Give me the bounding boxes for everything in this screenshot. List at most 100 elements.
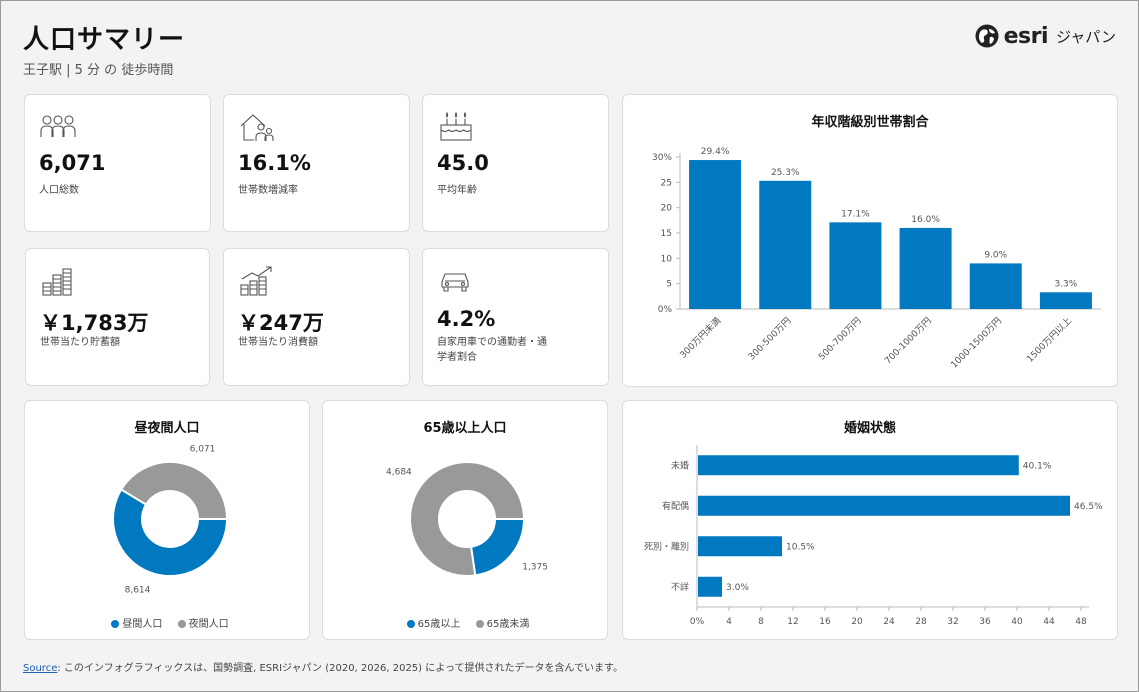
legend-label: 昼間人口 xyxy=(122,619,163,630)
y-tick-label: 0% xyxy=(658,305,673,315)
y-category-label: 死別・離別 xyxy=(644,540,689,552)
kpi-card-population: 6,071 人口総数 xyxy=(24,94,211,232)
x-tick-label: 36 xyxy=(979,617,991,627)
x-tick-label: 1500万円以上 xyxy=(1025,315,1074,364)
source-link[interactable]: Source xyxy=(23,663,58,674)
y-category-label: 有配偶 xyxy=(662,500,689,512)
donut-slice xyxy=(409,461,526,577)
car-icon xyxy=(441,273,469,292)
bar xyxy=(698,455,1019,476)
legend-swatch xyxy=(406,620,415,628)
bar xyxy=(1039,292,1092,309)
slice-value-label: 1,375 xyxy=(522,563,548,573)
bar-value-label: 10.5% xyxy=(786,542,815,552)
bar-value-label: 9.0% xyxy=(984,250,1007,260)
chart-legend: 昼間人口 夜間人口 xyxy=(25,615,309,630)
kpi-label: 世帯数増減率 xyxy=(238,185,298,196)
slice-value-label: 6,071 xyxy=(190,445,216,455)
logo-wordmark: esri xyxy=(1003,23,1049,49)
x-tick-label: 40 xyxy=(1011,617,1023,627)
marital-bar-chart: 0% 4 8 12 16 20 24 28 32 36 40 44 4840.1%未婚46.5%有配偶1… xyxy=(644,445,1103,627)
slice-value-label: 4,684 xyxy=(386,467,412,477)
kpi-label: 世帯当たり貯蓄額 xyxy=(40,337,120,348)
legend-swatch xyxy=(177,620,186,628)
x-tick-label: 48 xyxy=(1075,617,1087,627)
x-tick-label: 500-700万円 xyxy=(816,315,863,362)
bar xyxy=(969,263,1022,309)
y-category-label: 未婚 xyxy=(671,459,689,471)
elderly-chart-card: 65歳以上人口 1,375 4,684 65歳以上 65歳未満 xyxy=(322,400,608,640)
kpi-card-savings: ￥1,783万 世帯当たり貯蓄額 xyxy=(25,248,210,386)
source-footer: Source: このインフォグラフィックスは、国勢調査, ESRIジャパン (2… xyxy=(23,659,623,674)
household-icon xyxy=(240,114,274,141)
x-tick-label: 12 xyxy=(787,617,798,627)
chart-title: 婚姻状態 xyxy=(843,421,896,436)
legend-label: 65歳以上 xyxy=(417,619,461,630)
bar-value-label: 25.3% xyxy=(771,168,800,178)
people-icon xyxy=(40,115,76,137)
kpi-card-household-change: 16.1% 世帯数増減率 xyxy=(223,94,410,232)
y-tick-label: 20 xyxy=(661,204,673,214)
x-tick-label: 32 xyxy=(947,617,958,627)
chart-title: 年収階級別世帯割合 xyxy=(811,115,929,130)
legend-swatch xyxy=(475,620,484,628)
kpi-label: 世帯当たり消費額 xyxy=(238,337,318,348)
x-tick-label: 44 xyxy=(1043,617,1055,627)
donut-slice xyxy=(469,518,526,577)
page-subtitle: 王子駅 | 5 分 の 徒歩時間 xyxy=(23,63,174,78)
x-tick-label: 28 xyxy=(915,617,927,627)
kpi-value: ￥247万 xyxy=(238,311,324,335)
donut-slice xyxy=(119,461,229,520)
y-tick-label: 15 xyxy=(661,229,672,239)
income-chart-card: 年収階級別世帯割合 0% 5 10 15 20 25 30% 29.4% 300万円未満 25.3… xyxy=(622,94,1118,387)
x-tick-label: 300万円未満 xyxy=(677,315,723,361)
kpi-value: ￥1,783万 xyxy=(40,311,149,335)
day-night-donut-chart: 8,614 6,071 xyxy=(112,445,229,595)
legend-label: 65歳未満 xyxy=(486,619,530,630)
growth-coins-icon xyxy=(240,266,272,296)
legend-swatch xyxy=(111,620,120,628)
kpi-value: 45.0 xyxy=(437,151,489,175)
x-tick-label: 16 xyxy=(819,617,831,627)
bar-value-label: 3.3% xyxy=(1054,279,1077,289)
x-tick-label: 24 xyxy=(883,617,895,627)
x-tick-label: 4 xyxy=(726,617,732,627)
y-tick-label: 5 xyxy=(666,280,672,290)
bar xyxy=(899,227,952,309)
source-text: : このインフォグラフィックスは、国勢調査, ESRIジャパン (2020, 2… xyxy=(57,663,623,674)
logo-suffix: ジャパン xyxy=(1055,27,1116,46)
kpi-value: 6,071 xyxy=(39,151,106,175)
kpi-card-average-age: 45.0 平均年齢 xyxy=(422,94,609,232)
bar-value-label: 3.0% xyxy=(726,583,749,593)
y-category-label: 不詳 xyxy=(671,581,689,593)
bar xyxy=(829,222,882,309)
slice-value-label: 8,614 xyxy=(125,585,151,595)
x-tick-label: 0% xyxy=(690,617,705,627)
income-bar-chart: 0% 5 10 15 20 25 30% 29.4% 300万円未満 25.3% 300-500万円… xyxy=(652,147,1101,371)
legend-label: 夜間人口 xyxy=(188,619,229,630)
kpi-label: 平均年齢 xyxy=(437,185,477,196)
kpi-value: 4.2% xyxy=(437,307,496,331)
y-tick-label: 10 xyxy=(661,254,673,264)
x-tick-label: 20 xyxy=(851,617,863,627)
chart-title: 昼夜間人口 xyxy=(134,421,200,436)
elderly-donut-chart: 1,375 4,684 xyxy=(386,461,548,577)
y-tick-label: 25 xyxy=(661,178,672,188)
esri-logo: esri ジャパン xyxy=(974,23,1116,49)
bar-value-label: 29.4% xyxy=(701,147,730,157)
y-tick-label: 30% xyxy=(652,153,672,163)
kpi-card-car-commute: 4.2% 自家用車での通勤者・通学者割合 xyxy=(422,248,609,386)
bar-value-label: 46.5% xyxy=(1074,502,1103,512)
bar-value-label: 17.1% xyxy=(841,209,870,219)
bar xyxy=(689,160,742,309)
kpi-label: 人口総数 xyxy=(39,185,79,196)
x-tick-label: 1000-1500万円 xyxy=(949,315,1004,370)
bar xyxy=(698,536,782,557)
bar-value-label: 16.0% xyxy=(911,215,940,225)
donut-slice xyxy=(112,488,229,577)
marital-chart-card: 婚姻状態 0% 4 8 12 16 20 24 28 32 36 40 44 48 40.1% 未婚 46.5… xyxy=(622,400,1118,640)
bar xyxy=(698,576,722,597)
kpi-label: 自家用車での通勤者・通学者割合 xyxy=(437,337,547,363)
chart-legend: 65歳以上 65歳未満 xyxy=(323,615,607,630)
